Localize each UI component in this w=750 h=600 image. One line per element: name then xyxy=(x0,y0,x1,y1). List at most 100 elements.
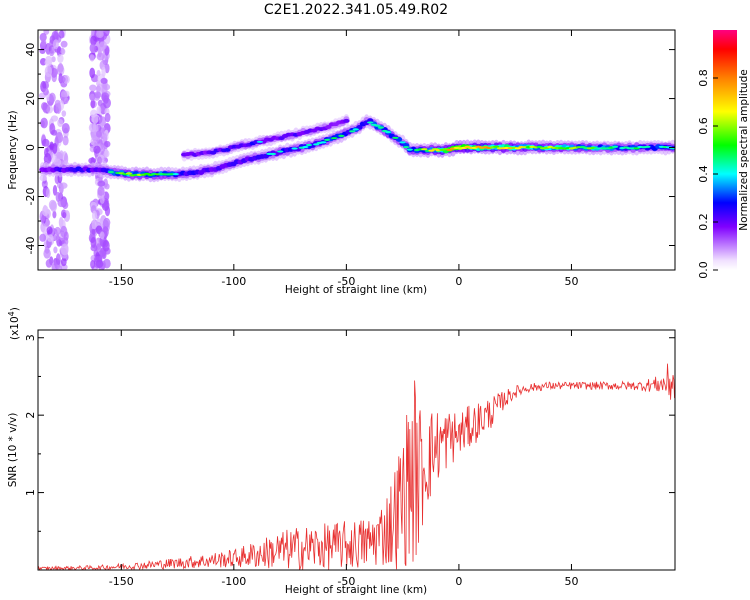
spectrogram-secondary-ridge-cell xyxy=(343,118,350,123)
spectrogram-noise-blob xyxy=(99,41,107,50)
spectrogram-ridge-cell xyxy=(611,145,619,148)
spectrogram-ridge-cell xyxy=(493,145,500,148)
spectrogram-noise-blob xyxy=(89,67,96,79)
spectrogram-noise-blob xyxy=(96,69,101,77)
snr-ytick-label: 2 xyxy=(24,412,37,419)
spectrogram-noise-blob xyxy=(43,248,51,259)
snr-frame xyxy=(37,329,676,571)
spectrogram-noise-blob xyxy=(51,56,56,63)
spectrogram-noise-blob xyxy=(57,199,66,208)
spectrogram-noise-blob xyxy=(52,39,59,50)
spectrogram-ridge-cell xyxy=(305,143,313,147)
spectrogram-noise-blob xyxy=(99,195,105,205)
spectrogram-ytick-label: 0 xyxy=(24,144,37,151)
spectrogram-ridge-cell xyxy=(302,145,309,149)
spectrogram-noise-blob xyxy=(60,40,68,48)
spectrogram-noise-blob xyxy=(55,234,60,245)
snr-xtick-label: -100 xyxy=(221,575,246,588)
spectrogram-noise-blob xyxy=(54,99,61,107)
spectrogram-noise-blob xyxy=(99,116,107,127)
spectrogram-ridge-cell xyxy=(269,152,277,156)
spectrogram-ytick-label: 20 xyxy=(24,92,37,106)
spectrogram-noise-blob xyxy=(59,182,68,189)
spectrogram-noise-blob xyxy=(59,150,64,159)
spectrogram-noise-blob xyxy=(104,112,111,123)
snr-plot-area xyxy=(38,363,675,570)
spectrogram-noise-blob xyxy=(89,84,97,92)
colorbar-tick-label: 0.2 xyxy=(697,213,710,231)
spectrogram-noise-blob xyxy=(89,43,96,53)
spectrogram-noise-blob xyxy=(102,240,110,252)
spectrogram-noise xyxy=(38,30,111,270)
spectrogram-noise-blob xyxy=(46,226,53,235)
spectrogram-noise-blob xyxy=(58,30,65,39)
spectrogram-ridge-cell xyxy=(352,128,359,131)
spectrogram-noise-blob xyxy=(62,135,69,146)
spectrogram-noise-blob xyxy=(44,59,53,67)
spectrogram-noise-blob xyxy=(52,142,58,154)
spectrogram-noise-blob xyxy=(91,210,98,221)
spectrogram-ridge-cell xyxy=(421,148,428,151)
spectrogram-noise-blob xyxy=(94,91,102,99)
colorbar: 0.0 0.2 0.4 0.6 0.8 Normalized spectral ampl… xyxy=(697,30,750,279)
spectrogram-xlabel: Height of straight line (km) xyxy=(285,284,427,296)
spectrogram-noise-blob xyxy=(102,30,110,37)
spectrogram-noise-blob xyxy=(39,33,47,42)
spectrogram-xtick-label: -150 xyxy=(109,275,134,288)
spectrogram-noise-blob xyxy=(96,130,102,138)
spectrogram-ridge-cell xyxy=(392,136,399,139)
snr-ytick-label: 3 xyxy=(24,334,37,341)
spectrogram-secondary-ridge-cell xyxy=(325,125,332,129)
spectrogram-noise-blob xyxy=(63,153,69,165)
spectrogram-ridge-cell xyxy=(377,126,385,129)
spectrogram-noise-blob xyxy=(104,63,110,74)
snr-ytick-label: 1 xyxy=(24,489,37,496)
spectrogram-ridge-cell xyxy=(291,147,298,150)
spectrogram-noise-blob xyxy=(58,62,64,74)
spectrogram-ridge-cell xyxy=(644,145,651,148)
spectrogram-ridge-cell xyxy=(277,150,284,153)
spectrogram-noise-blob xyxy=(53,68,59,76)
spectrogram-ridge-cell xyxy=(403,146,410,149)
snr-xtick-label: 50 xyxy=(564,575,578,588)
spectrogram-noise-blob xyxy=(90,35,97,46)
snr-multiplier: (x104) xyxy=(7,307,21,340)
figure-title: C2E1.2022.341.05.49.R02 xyxy=(264,2,448,18)
snr-xtick-label: -50 xyxy=(337,575,355,588)
spectrogram-plot-area xyxy=(38,30,675,270)
spectrogram-frame xyxy=(37,29,676,271)
spectrogram-axes: -150 -100 -50 0 50 -40 -20 0 20 40 xyxy=(24,30,675,288)
spectrogram-noise-blob xyxy=(60,257,67,267)
spectrogram-ridge-cell xyxy=(338,134,345,137)
spectrogram-noise-blob xyxy=(103,258,111,269)
spectrogram-ridge-cell xyxy=(320,141,327,144)
spectrogram-noise-blob xyxy=(93,145,101,154)
spectrogram-noise-blob xyxy=(64,97,69,105)
spectrogram-noise-blob xyxy=(40,117,48,129)
spectrogram-noise-blob xyxy=(57,54,64,63)
spectrogram-noise-blob xyxy=(104,140,111,148)
colorbar-tick-label: 0.8 xyxy=(697,69,710,87)
spectrogram-noise-blob xyxy=(90,244,98,252)
spectrogram-noise-blob xyxy=(52,184,58,196)
spectrogram-ridge-cell xyxy=(399,141,406,144)
spectrogram-noise-blob xyxy=(42,205,49,217)
spectrogram-noise-blob xyxy=(50,200,57,212)
spectrogram-ridge-cell xyxy=(323,138,331,141)
spectrogram-noise-blob xyxy=(90,98,96,109)
colorbar-tick-label: 0.4 xyxy=(697,165,710,183)
spectrogram-xtick-label: 50 xyxy=(564,275,578,288)
spectrogram-ridge-cell xyxy=(385,131,392,134)
spectrogram-noise-blob xyxy=(101,83,108,96)
spectrogram-noise-blob xyxy=(45,188,51,199)
spectrogram-ylabel: Frequency (Hz) xyxy=(7,110,19,189)
spectrogram-panel: -150 -100 -50 0 50 -40 -20 0 20 40 Height of stra… xyxy=(7,29,676,296)
spectrogram-noise-blob xyxy=(96,52,105,61)
spectrogram-noise-blob xyxy=(97,180,106,187)
spectrogram-noise-blob xyxy=(55,132,64,144)
spectrogram-noise-blob xyxy=(95,85,101,93)
spectrogram-noise-blob xyxy=(92,140,98,148)
spectrogram-noise-blob xyxy=(54,226,61,236)
spectrogram-noise-blob xyxy=(43,152,52,165)
